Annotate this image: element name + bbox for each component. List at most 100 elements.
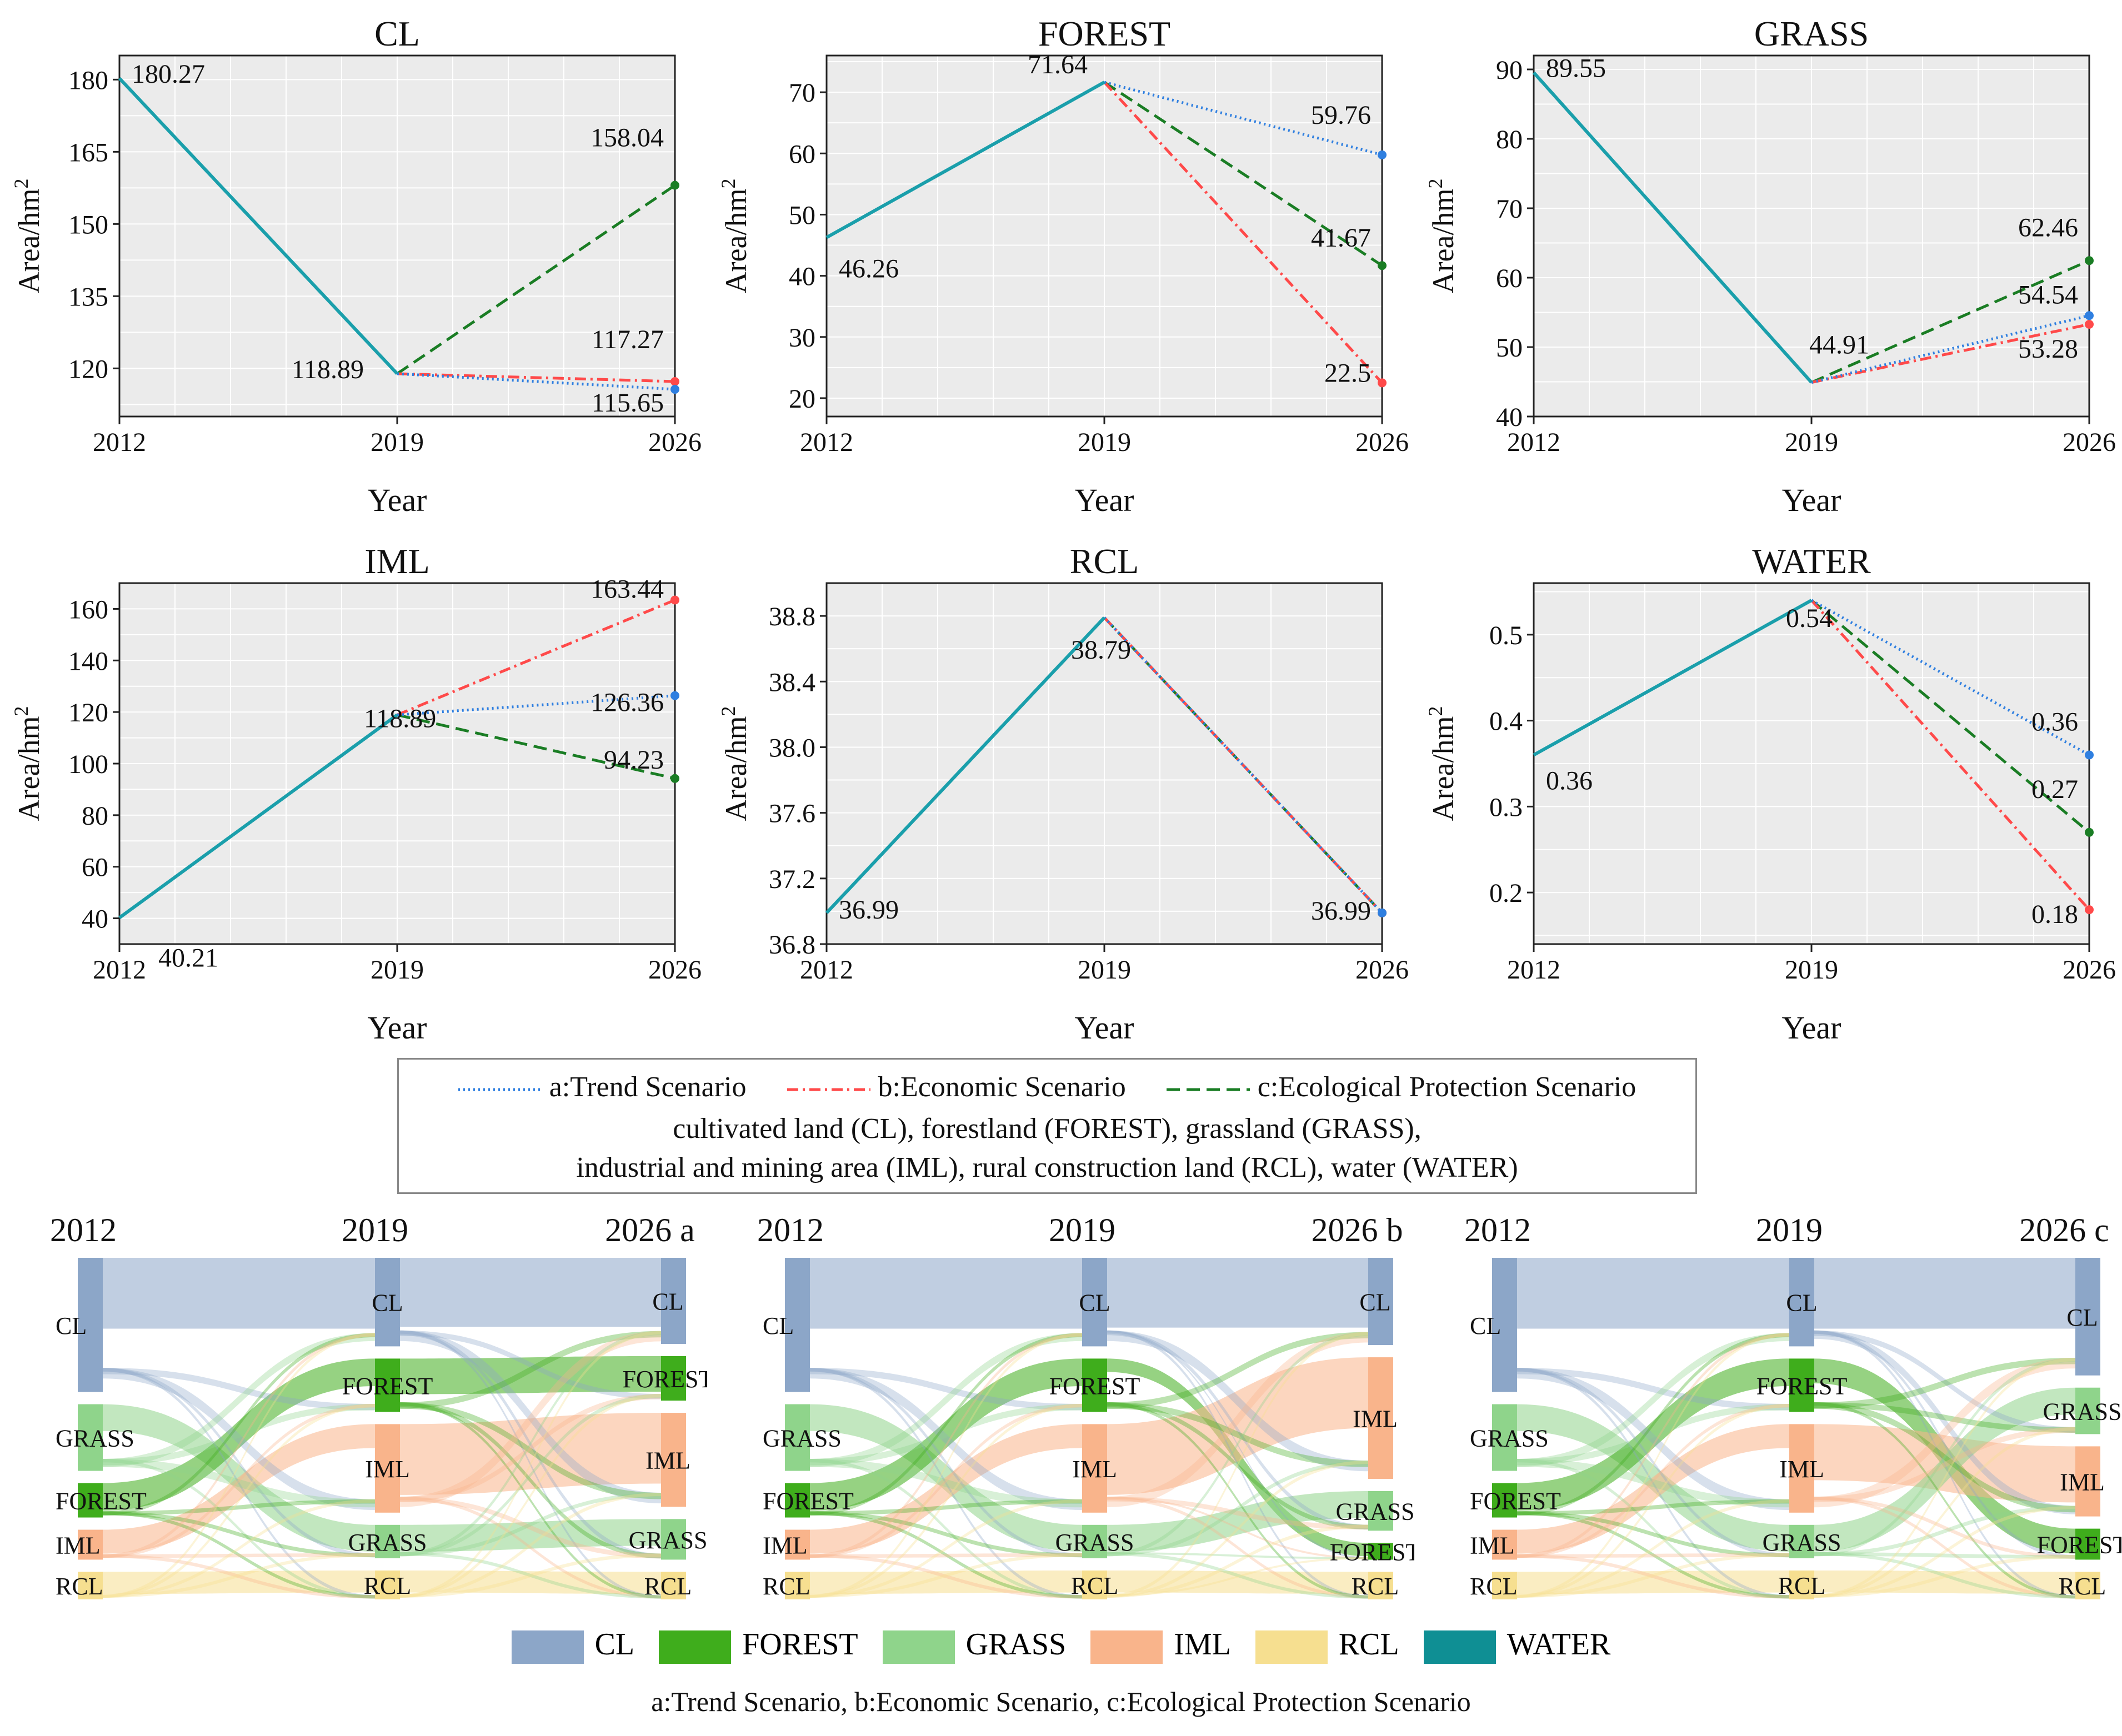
y-tick-label: 50	[1496, 333, 1523, 363]
flow-band-cross	[810, 1553, 1082, 1558]
scenario-point-a	[1378, 150, 1387, 159]
historical-line	[1532, 71, 1813, 384]
flow-band-rcl	[400, 1570, 661, 1594]
column-year: 2012	[757, 1212, 824, 1248]
x-tick-label: 2026	[2063, 428, 2116, 457]
sankey-node-forest	[1368, 1543, 1393, 1560]
data-label: 54.54	[2018, 280, 2078, 309]
flow-band-cross	[1107, 1461, 1368, 1557]
sankey-node-label: RCL	[644, 1573, 692, 1600]
chart-title: WATER	[1752, 541, 1871, 581]
sankey-node-forest	[375, 1358, 400, 1412]
sankey-node-grass	[1368, 1491, 1393, 1531]
landuse-swatch	[882, 1630, 955, 1664]
y-tick-label: 100	[68, 750, 108, 779]
y-axis-label: Area/hm2	[10, 179, 46, 294]
scenario-line-c	[397, 713, 675, 780]
data-label: 89.55	[1546, 54, 1606, 83]
scenario-point-c	[1378, 261, 1387, 270]
sankey-node-forest	[1789, 1358, 1814, 1412]
landuse-swatch	[511, 1630, 584, 1664]
sankey-ecological: 2012 2019 2026 c CL GRASS FOREST IML RCL CL FORES…	[1464, 1212, 2121, 1600]
y-tick-label: 40	[789, 262, 815, 292]
flow-band-cross	[103, 1368, 375, 1511]
x-tick-label: 2026	[648, 428, 702, 457]
sankey-node-grass	[1789, 1524, 1814, 1558]
y-tick-label: 40	[1496, 403, 1523, 432]
flow-band-cross	[810, 1368, 1082, 1511]
flow-band-cross	[1814, 1357, 2075, 1409]
data-label: 62.46	[2018, 213, 2078, 242]
landuse-swatch	[1423, 1630, 1496, 1664]
scenario-point-a	[2085, 311, 2094, 320]
sankey-node-label: CL	[2066, 1304, 2098, 1331]
data-label: 38.79	[1071, 635, 1131, 665]
y-tick-label: 50	[789, 200, 815, 230]
scenario-point-c	[2085, 827, 2094, 837]
data-label: 126.36	[590, 688, 664, 718]
flow-band-cross	[810, 1554, 1082, 1599]
sankey-node-label: CL	[1786, 1290, 1817, 1317]
flow-band-cross	[1814, 1506, 2075, 1557]
sankey-node-label: RCL	[2059, 1573, 2106, 1600]
y-tick-label: 160	[68, 595, 108, 624]
y-tick-label: 30	[789, 323, 815, 353]
landuse-legend-label: CL	[594, 1627, 635, 1662]
data-label: 41.67	[1311, 223, 1371, 253]
flow-band-cross	[810, 1368, 1082, 1599]
x-tick-label: 2026	[1355, 428, 1409, 457]
scenario-point-a	[2085, 750, 2094, 760]
sankey-node-label: IML	[763, 1532, 808, 1559]
flow-band-cross	[1107, 1330, 1368, 1472]
x-tick-label: 2019	[1785, 955, 1838, 985]
sankey-node-iml	[1492, 1529, 1517, 1560]
flow-band-cross	[1107, 1332, 1368, 1598]
sankey-node-label: RCL	[1352, 1573, 1399, 1600]
sankey-node-cl	[785, 1258, 810, 1392]
data-label: 44.91	[1809, 330, 1869, 360]
sankey-node-label: GRASS	[763, 1425, 842, 1452]
x-axis-label: Year	[368, 1010, 427, 1046]
flow-band-cross	[1517, 1553, 1789, 1598]
legend-line-ecological	[1166, 1088, 1250, 1091]
sankey-node-label: RCL	[763, 1573, 810, 1600]
flow-band-iml	[103, 1424, 375, 1554]
historical-line	[825, 81, 1105, 239]
sankey-node-rcl	[1082, 1570, 1107, 1599]
line-chart-iml: IML 40 60 80 100 120 140 160 2012 2019 2026 Year Are…	[10, 541, 702, 1046]
flow-band-rcl	[1517, 1570, 1789, 1594]
flow-band-cross	[1814, 1330, 2075, 1433]
x-tick-label: 2012	[93, 955, 146, 985]
legend-line-trend	[458, 1088, 542, 1091]
flow-band-cross	[1107, 1557, 1368, 1597]
landuse-legend-label: FOREST	[742, 1627, 858, 1662]
flow-band-cross	[1814, 1402, 2075, 1599]
scenario-line-c	[1103, 81, 1383, 267]
flow-band-cross	[1517, 1404, 1789, 1558]
flow-band-cross	[1517, 1499, 1789, 1598]
flow-band-rcl	[103, 1570, 375, 1594]
flow-band-forest	[103, 1358, 375, 1511]
sankey-node-rcl	[1789, 1570, 1814, 1599]
flow-band-cross	[1517, 1553, 1789, 1558]
flow-band-cross	[1814, 1330, 2075, 1559]
sankey-node-grass	[1492, 1404, 1517, 1471]
sankey-node-label: GRASS	[1763, 1529, 1841, 1556]
y-tick-label: 38.4	[769, 668, 815, 697]
flow-band-cross	[103, 1553, 375, 1598]
sankey-node-label: FOREST	[342, 1372, 433, 1399]
flow-band-cross	[400, 1330, 661, 1599]
flow-band-cross	[1517, 1458, 1789, 1599]
sankey-node-forest	[78, 1483, 103, 1518]
flow-band-cross	[1107, 1497, 1368, 1559]
sankey-node-cl	[1789, 1258, 1814, 1347]
sankey-node-cl	[661, 1258, 686, 1344]
sankey-node-label: FOREST	[1756, 1372, 1848, 1399]
sankey-node-label: GRASS	[629, 1527, 707, 1554]
scenario-line-b	[1810, 599, 2090, 911]
flow-band-cross	[1814, 1506, 2075, 1598]
x-tick-label: 2019	[1078, 955, 1131, 985]
flow-band-cross	[400, 1331, 661, 1507]
sankey-node-iml	[1082, 1424, 1107, 1513]
sankey-node-rcl	[78, 1572, 103, 1599]
